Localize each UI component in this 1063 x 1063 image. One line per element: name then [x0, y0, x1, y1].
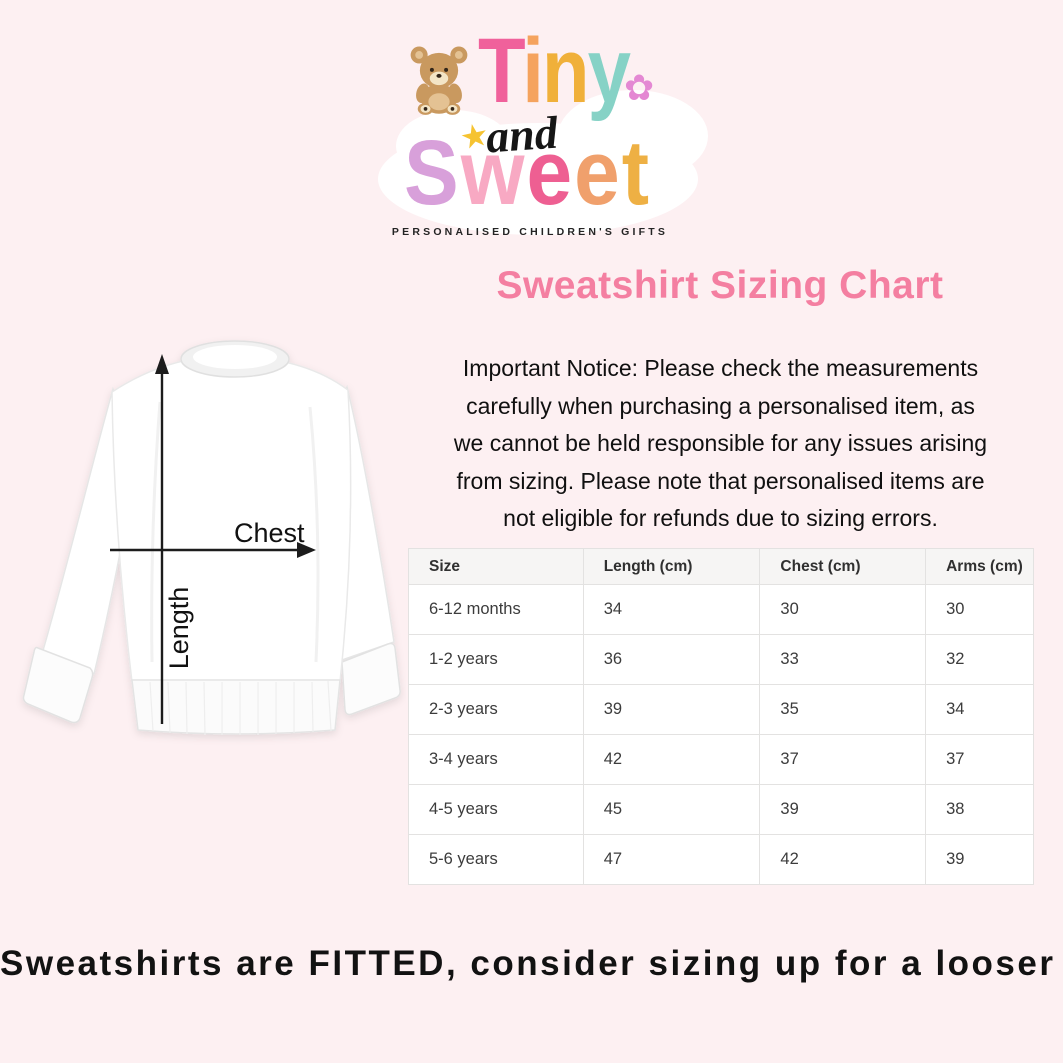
length-cell: 47 — [582, 834, 761, 885]
chest-cell: 37 — [759, 734, 927, 785]
size-cell: 6-12 months — [408, 584, 584, 635]
logo-letter: y — [587, 18, 631, 122]
arms-cell: 37 — [925, 734, 1034, 785]
length-cell: 34 — [582, 584, 761, 635]
notice-line: carefully when purchasing a personalised… — [466, 392, 975, 419]
page-title: Sweatshirt Sizing Chart — [496, 264, 944, 307]
length-arrow-label: Length — [164, 587, 194, 670]
notice-line: we cannot be held responsible for any is… — [453, 430, 988, 456]
measurement-arrows — [110, 354, 316, 724]
logo-word-sweet: Sweet — [404, 127, 651, 220]
cloud-shape — [558, 90, 708, 182]
logo-letter: i — [522, 18, 544, 122]
chest-cell: 33 — [759, 634, 927, 685]
arms-cell: 34 — [925, 684, 1034, 735]
arms-cell: 38 — [925, 784, 1034, 835]
logo-letter: e — [574, 122, 622, 225]
logo-letter: n — [541, 18, 590, 122]
logo-letter: t — [621, 122, 652, 225]
arms-cell: 39 — [925, 834, 1034, 885]
brand-logo: Tiny ✿ ★ and Sweet PERSONALISED CHILDREN… — [378, 24, 708, 246]
chest-cell: 39 — [759, 784, 927, 835]
chest-cell: 30 — [759, 584, 927, 635]
column-header-arms: Arms (cm) — [925, 548, 1034, 585]
size-cell: 1-2 years — [408, 634, 584, 685]
table-row: 2-3 years 39 35 34 — [408, 684, 1034, 735]
arms-cell: 30 — [925, 584, 1034, 635]
table-row: 5-6 years 47 42 39 — [408, 834, 1034, 885]
table-row: 6-12 months 34 30 30 — [408, 584, 1034, 635]
length-cell: 36 — [582, 634, 761, 685]
notice-line: from sizing. Please note that personalis… — [456, 467, 985, 494]
chest-cell: 42 — [759, 834, 927, 885]
size-cell: 4-5 years — [408, 784, 584, 835]
logo-letter: S — [404, 122, 461, 225]
table-header-row: Size Length (cm) Chest (cm) Arms (cm) — [408, 548, 1034, 585]
arms-cell: 32 — [925, 634, 1034, 685]
fit-note: Sweatshirts are FITTED, consider sizing … — [0, 944, 1063, 983]
logo-word-tiny: Tiny — [478, 24, 631, 116]
column-header-size: Size — [408, 548, 584, 585]
length-cell: 42 — [582, 734, 761, 785]
flower-icon: ✿ — [624, 67, 655, 108]
brand-tagline: PERSONALISED CHILDREN'S GIFTS — [391, 226, 669, 238]
chest-cell: 35 — [759, 684, 927, 735]
cloud-shape — [396, 110, 511, 182]
chest-arrow-label: Chest — [234, 518, 305, 548]
sweatshirt-shape — [22, 340, 401, 736]
size-cell: 2-3 years — [408, 684, 584, 735]
logo-letter: e — [526, 122, 575, 225]
teddy-bear-icon — [410, 46, 468, 115]
table-row: 4-5 years 45 39 38 — [408, 784, 1034, 835]
size-cell: 3-4 years — [408, 734, 584, 785]
logo-letter: w — [460, 122, 527, 225]
column-header-length: Length (cm) — [582, 548, 761, 585]
logo-letter: T — [478, 18, 524, 122]
table-row: 1-2 years 36 33 32 — [408, 634, 1034, 685]
length-cell: 39 — [582, 684, 761, 735]
table-row: 3-4 years 42 37 37 — [408, 734, 1034, 785]
length-cell: 45 — [582, 784, 761, 835]
size-cell: 5-6 years — [408, 834, 584, 885]
sweatshirt-diagram: Chest Length — [22, 340, 401, 736]
column-header-chest: Chest (cm) — [759, 548, 927, 585]
important-notice: Important Notice: Please check the measu… — [408, 350, 1033, 538]
sizing-table: Size Length (cm) Chest (cm) Arms (cm) 6-… — [408, 548, 1034, 885]
notice-line: Important Notice: Please check the measu… — [462, 355, 979, 381]
notice-line: not eligible for refunds due to sizing e… — [503, 505, 938, 531]
